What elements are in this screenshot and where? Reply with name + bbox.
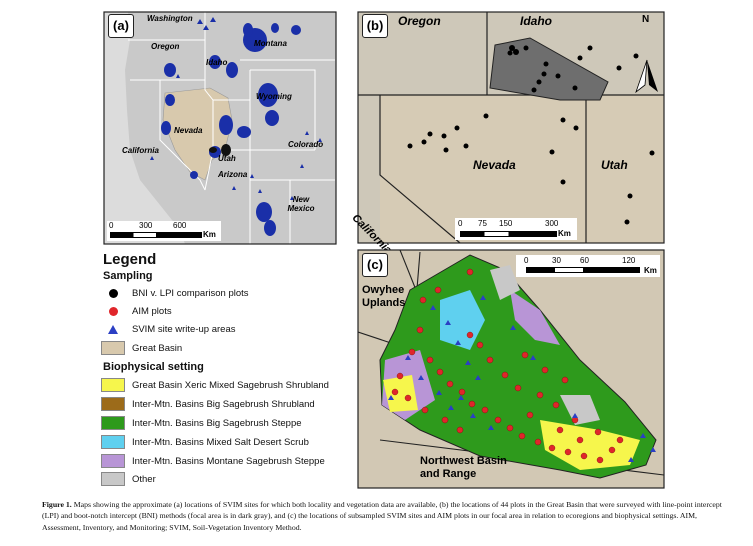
legend-sampling-heading: Sampling — [103, 270, 153, 282]
legend-item-aim: AIM plots — [100, 303, 172, 319]
legend-item-montane: Inter-Mtn. Basins Montane Sagebrush Step… — [100, 453, 325, 469]
legend-title: Legend — [103, 251, 157, 268]
state-label-nevada: Nevada — [174, 126, 203, 135]
legend-item-salt-desert: Inter-Mtn. Basins Mixed Salt Desert Scru… — [100, 434, 309, 450]
state-label-arizona: Arizona — [218, 170, 248, 179]
state-label-washington: Washington — [147, 14, 193, 23]
state-label-montana: Montana — [254, 39, 287, 48]
legend-item-big-sage-steppe: Inter-Mtn. Basins Big Sagebrush Steppe — [100, 415, 302, 431]
state-label-wyoming: Wyoming — [256, 92, 292, 101]
north-arrow-icon — [635, 59, 658, 94]
panel-c-scale-bar: 0 30 60 120 Km — [516, 255, 660, 277]
panel-c-label: (c) — [362, 253, 388, 277]
legend-bio-heading: Biophysical setting — [103, 361, 204, 373]
state-label-oregon-b: Oregon — [398, 14, 441, 28]
panel-a-scale-bar: 0 300 600 Km — [107, 221, 221, 241]
north-label: N — [642, 14, 650, 25]
state-label-colorado: Colorado — [288, 140, 324, 149]
state-label-utah: Utah — [218, 154, 236, 163]
state-label-nevada-b: Nevada — [473, 158, 516, 172]
focal-area — [489, 37, 609, 101]
region-label-owyhee: Owyhee Uplands — [362, 284, 406, 309]
legend-item-svim: SVIM site write-up areas — [100, 321, 235, 337]
red-dot-icon — [108, 306, 118, 316]
state-label-idaho: Idaho — [206, 58, 228, 67]
panel-b-scale-bar: 0 75 150 300 Km — [455, 218, 577, 240]
aim-plots — [391, 268, 624, 464]
legend-item-bni: BNI v. LPI comparison plots — [100, 285, 249, 301]
state-label-new-mexico: New Mexico — [287, 195, 315, 213]
region-label-northwest-basin: Northwest Basin and Range — [420, 455, 507, 480]
legend-item-other: Other — [100, 471, 156, 487]
state-label-idaho-b: Idaho — [520, 14, 552, 28]
panel-a-label: (a) — [108, 14, 134, 38]
black-dot-icon — [108, 288, 118, 298]
state-label-california: California — [122, 146, 159, 155]
bni-plots — [407, 45, 655, 225]
panel-b-label: (b) — [362, 14, 388, 38]
blue-triangle-icon — [108, 324, 118, 334]
legend-item-great-basin: Great Basin — [100, 340, 182, 356]
legend-item-big-sage-shrubland: Inter-Mtn. Basins Big Sagebrush Shrublan… — [100, 396, 315, 412]
legend-item-xeric: Great Basin Xeric Mixed Sagebrush Shrubl… — [100, 377, 329, 393]
state-label-oregon: Oregon — [151, 42, 180, 51]
figure-caption: Figure 1. Maps showing the approximate (… — [42, 500, 722, 532]
state-label-utah-b: Utah — [601, 158, 628, 172]
